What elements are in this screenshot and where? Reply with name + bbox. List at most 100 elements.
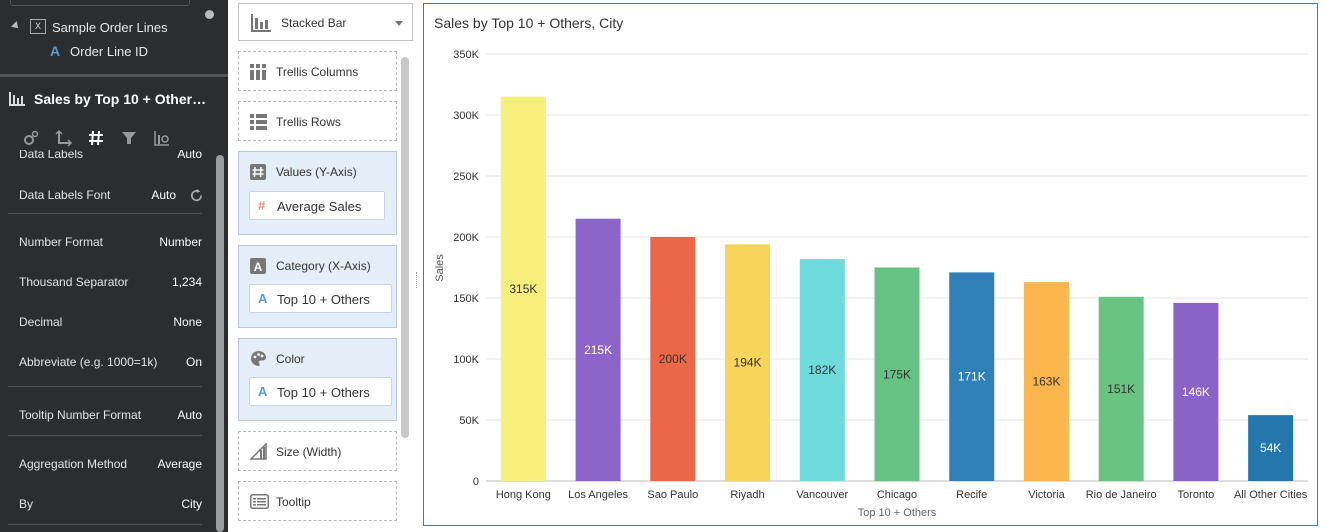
y-tick-label: 100K [453,354,479,366]
drop-zone-size-width[interactable]: Size (Width) [238,431,397,471]
properties-title: Sales by Top 10 + Other… [34,91,207,107]
drop-zone-category-x-axis[interactable]: A Category (X-Axis) A Top 10 + Others [238,245,397,328]
tree-scroll-handle[interactable] [205,10,214,19]
prop-abbreviate[interactable]: Abbreviate (e.g. 1000=1k) On [19,355,202,369]
bar[interactable] [1098,296,1144,481]
trellis-rows-icon [250,114,267,130]
trellis-columns-icon [250,64,266,80]
bar[interactable] [1023,282,1069,481]
tree-item-order-line-id[interactable]: Order Line ID [70,44,149,59]
scroll-thumb[interactable] [216,155,224,532]
expand-triangle-icon[interactable] [11,21,21,31]
data-label: 146K [1182,385,1210,399]
bar[interactable] [799,258,845,481]
bar[interactable] [874,267,920,482]
tree-search-box[interactable] [10,0,190,6]
x-tick-label: Recife [956,489,987,501]
drop-zone-label: Values (Y-Axis) [276,165,357,179]
tab-filter-icon[interactable] [120,129,138,147]
prop-value[interactable]: Auto [151,188,176,202]
tree-item-dataset[interactable]: Sample Order Lines [52,20,168,35]
bar[interactable] [500,96,546,481]
data-label: 171K [958,370,986,384]
field-pill-label: Average Sales [277,199,362,214]
divider [8,524,202,525]
bar[interactable] [650,237,696,481]
data-label: 175K [883,367,911,381]
prop-label: Data Labels Font [19,188,111,202]
bar[interactable] [725,244,771,481]
chart-canvas[interactable]: Sales by Top 10 + Others, City 0 50K 100K 1… [423,3,1318,526]
properties-tabs [0,121,228,155]
prop-label: Tooltip Number Format [19,408,142,422]
prop-label: Decimal [19,315,63,329]
field-pill-label: Top 10 + Others [277,292,370,307]
y-axis-label: Sales [434,254,446,282]
prop-value[interactable]: Auto [177,150,202,161]
chart-type-value: Stacked Bar [281,16,347,30]
drop-zone-values-y-axis[interactable]: Values (Y-Axis) # Average Sales [238,151,397,235]
attribute-a-icon: A [250,258,266,274]
prop-value[interactable]: On [185,355,202,369]
prop-value[interactable]: Average [157,457,202,471]
drop-zone-color[interactable]: Color A Top 10 + Others [238,338,397,421]
prop-value[interactable]: None [173,315,202,329]
size-icon [250,443,267,460]
drop-zone-tooltip[interactable]: Tooltip [238,481,397,521]
y-tick-label: 250K [453,171,479,183]
canvas-splitter[interactable] [414,0,420,532]
y-tick-label: 350K [453,49,479,61]
prop-thousand-separator[interactable]: Thousand Separator 1,234 [19,275,202,289]
prop-value[interactable]: Auto [177,408,202,422]
svg-text:A: A [254,260,263,274]
tab-analytics-icon[interactable] [153,129,171,147]
panel-splitter[interactable] [0,74,228,77]
tab-general-gear-icon[interactable] [22,129,40,147]
stacked-bar-icon [251,14,271,32]
bar[interactable] [575,218,621,481]
attribute-icon: A [50,43,61,59]
prop-decimal[interactable]: Decimal None [19,315,202,329]
dataset-icon: X [30,19,46,34]
field-pill-label: Top 10 + Others [277,385,370,400]
tab-values-hash-icon[interactable] [87,129,105,147]
prop-data-labels[interactable]: Data Labels Auto [19,150,202,161]
field-pill-top10-others[interactable]: A Top 10 + Others [249,284,392,313]
reset-icon[interactable] [189,188,204,203]
properties-panel: X Sample Order Lines A Order Line ID ■ ■… [0,0,228,532]
prop-tooltip-number-format[interactable]: Tooltip Number Format Auto [19,408,202,422]
prop-aggregation-method[interactable]: Aggregation Method Average [19,457,202,471]
prop-value[interactable]: Number [159,235,202,249]
properties-scrollbar[interactable] [214,150,228,532]
x-tick-label: Toronto [1178,489,1215,501]
drop-zone-label: Trellis Columns [276,65,359,79]
x-tick-label: Rio de Janeiro [1086,489,1157,501]
field-pill-top10-others-color[interactable]: A Top 10 + Others [249,377,392,406]
x-tick-label: Riyadh [730,489,764,501]
x-tick-label: Victoria [1028,489,1065,501]
tab-axis-icon[interactable] [55,129,73,147]
y-tick-label: 300K [453,110,479,122]
field-pill-average-sales[interactable]: # Average Sales [249,191,385,220]
drop-zone-trellis-columns[interactable]: Trellis Columns [238,51,397,91]
prop-number-format[interactable]: Number Format Number [19,235,202,249]
prop-value[interactable]: City [181,497,202,511]
prop-by[interactable]: By City [19,497,202,511]
bar[interactable] [1173,302,1219,481]
bar-chart[interactable]: 0 50K 100K 150K 200K 250K 300K 350K Sales 315K Hon… [424,4,1317,525]
splitter-grip[interactable] [416,272,418,288]
prop-label: Data Labels [19,150,84,161]
chart-type-select[interactable]: Stacked Bar [238,3,413,41]
bar[interactable] [949,272,995,481]
drop-zone-label: Color [276,352,305,366]
prop-label: Thousand Separator [19,275,129,289]
properties-list: Data Labels Auto Data Labels Font Auto N… [0,150,214,532]
prop-value[interactable]: 1,234 [171,275,202,289]
divider [8,435,202,436]
bar[interactable] [1248,415,1294,481]
prop-data-labels-font[interactable]: Data Labels Font Auto [19,188,204,203]
grammar-scrollbar[interactable] [401,57,409,438]
prop-label: Aggregation Method [19,457,128,471]
x-tick-label: Vancouver [796,489,848,501]
drop-zone-trellis-rows[interactable]: Trellis Rows [238,101,397,141]
